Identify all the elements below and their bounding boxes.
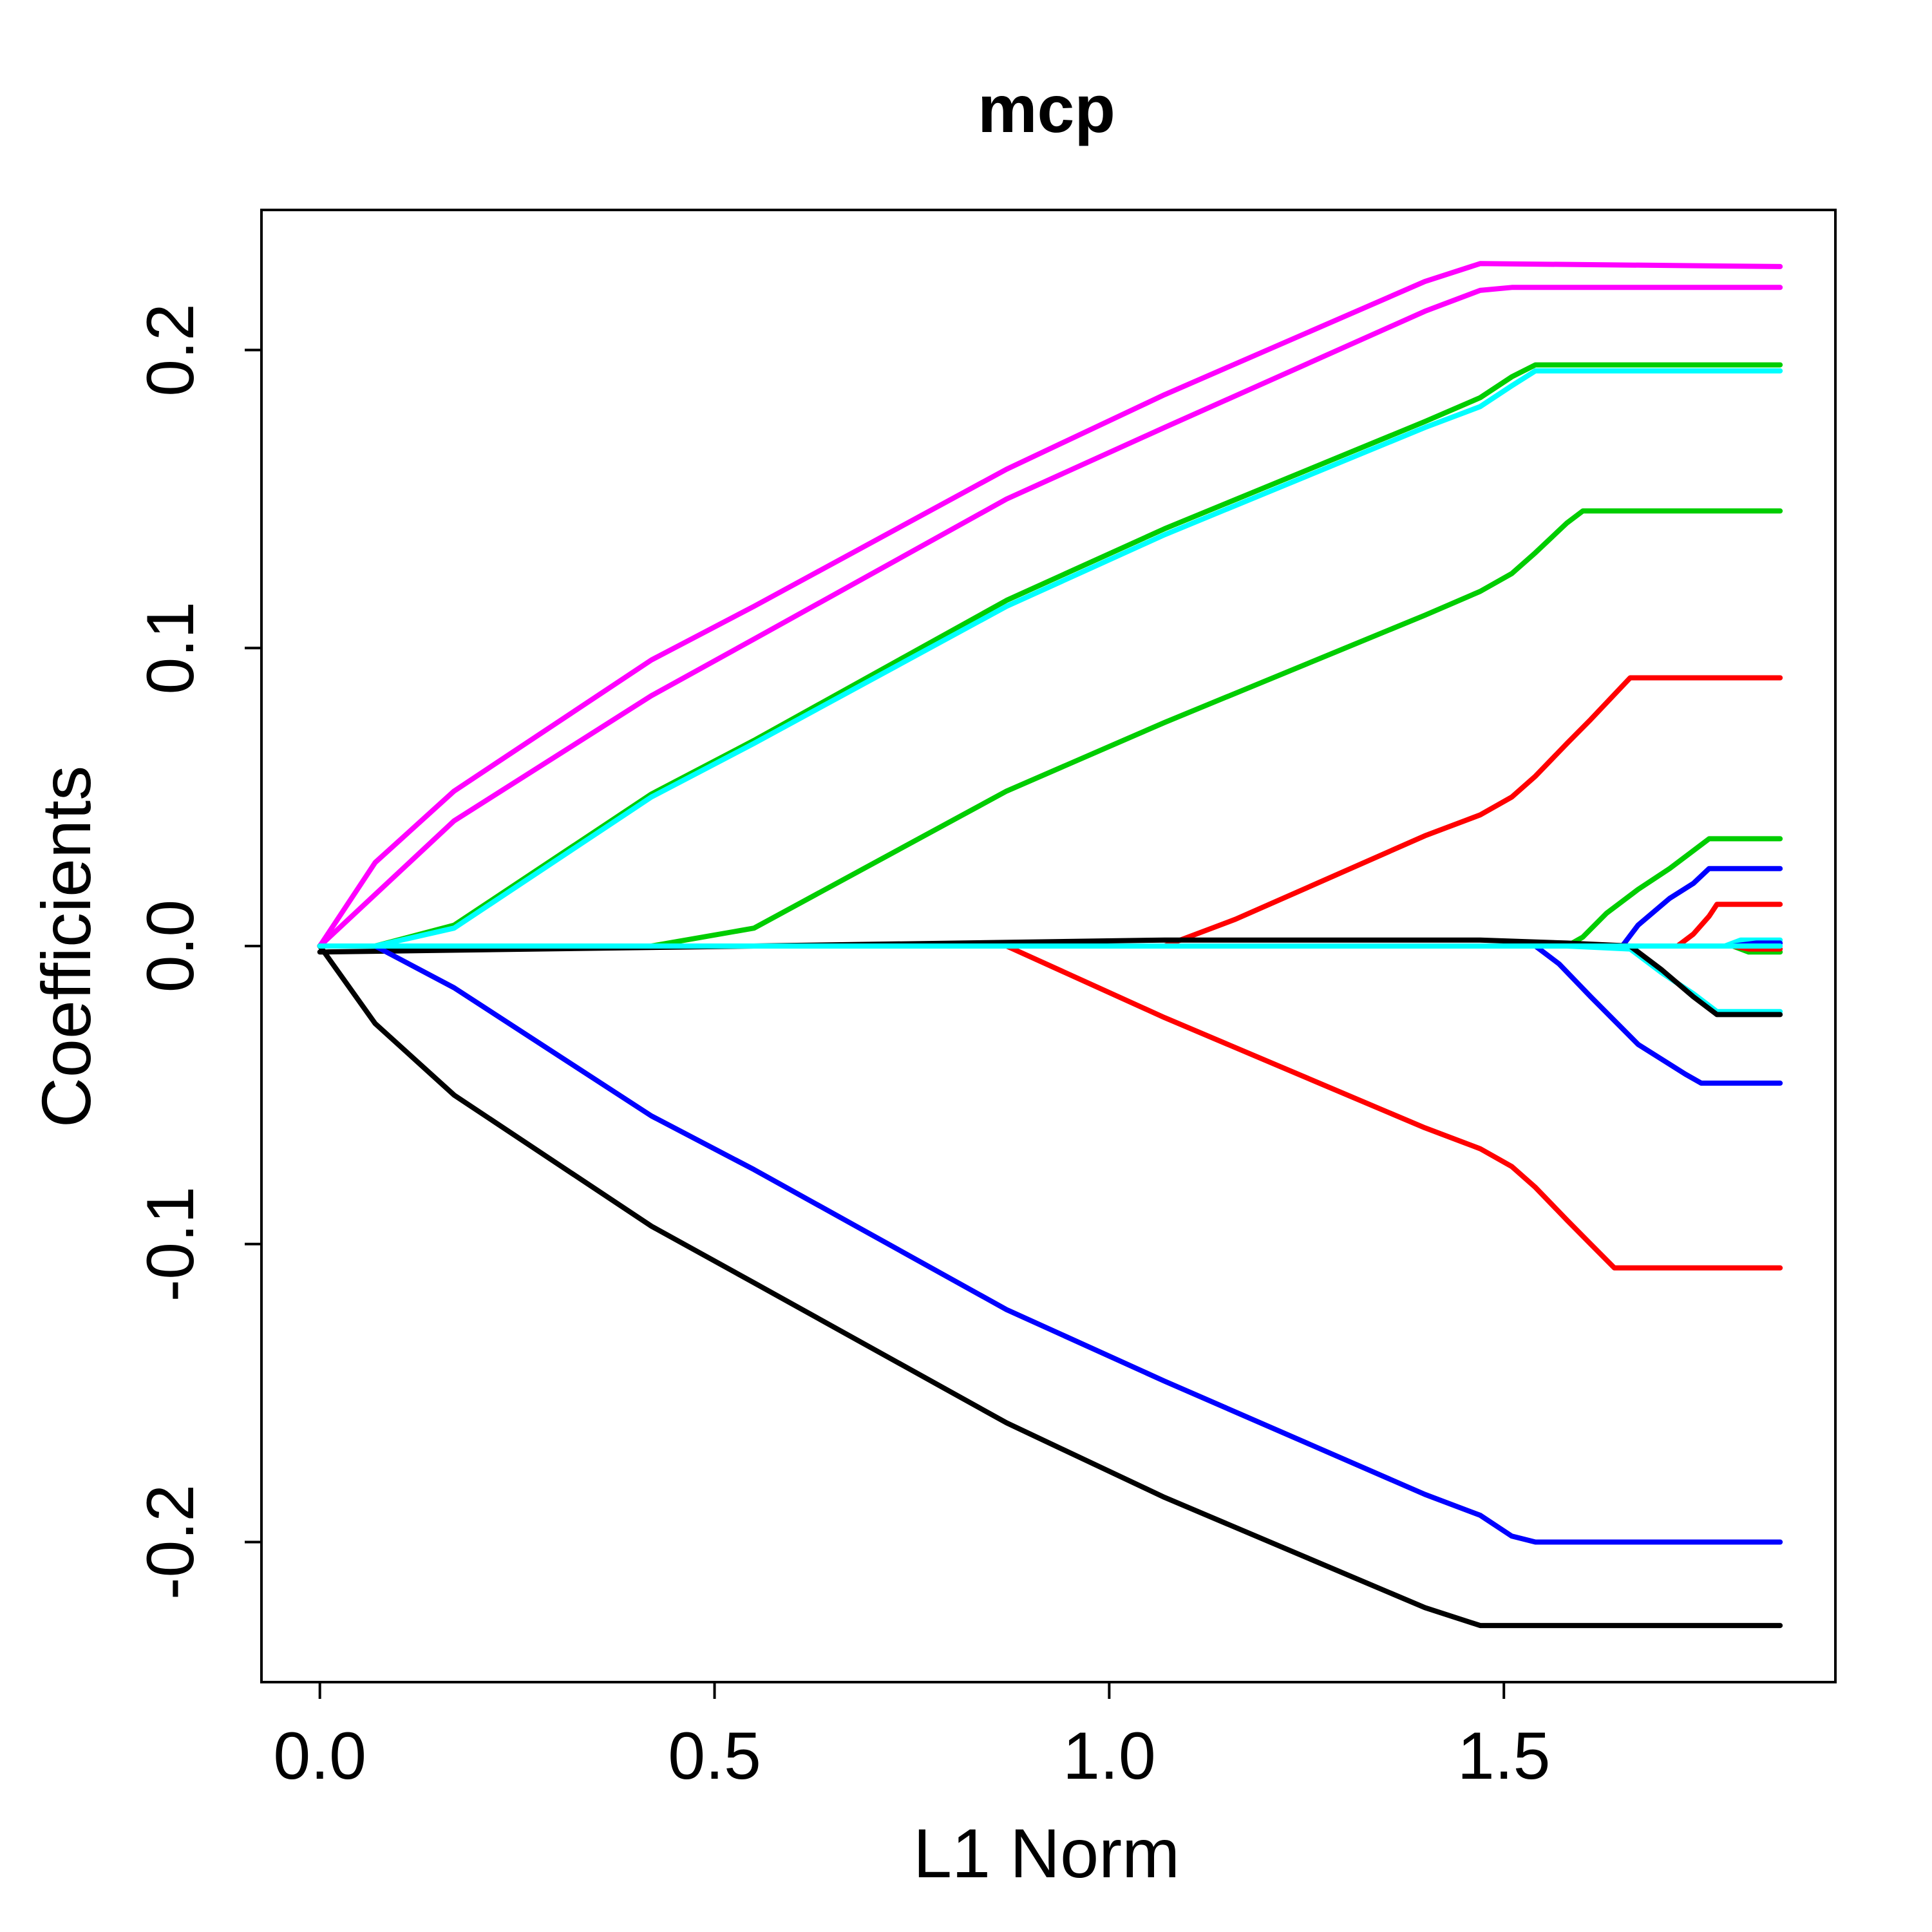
chart-title: mcp [978, 72, 1115, 147]
x-axis-label: L1 Norm [913, 1814, 1180, 1892]
coefficient-path-4 [317, 368, 1783, 949]
x-tick-label: 0.5 [668, 1719, 761, 1794]
coefficient-path-17 [317, 943, 1783, 1271]
series-layer [317, 261, 1783, 1629]
y-tick-label: 0.1 [133, 601, 208, 695]
y-tick-label: 0.2 [133, 303, 208, 397]
coefficient-path-15 [317, 937, 1783, 1018]
coefficient-path-5 [317, 508, 1783, 949]
coefficient-path-8 [317, 866, 1783, 949]
ticks-layer: 0.0 0.5 1.0 1.5 -0.2 -0.1 0.0 0.1 0.2 [133, 303, 1551, 1794]
x-tick-label: 1.0 [1063, 1719, 1156, 1794]
coefficient-path-16 [317, 943, 1783, 1086]
y-axis-label: Coefficients [27, 766, 105, 1128]
y-tick-label: 0.0 [133, 900, 208, 993]
coefficient-path-3 [317, 362, 1783, 949]
coefficient-path-1 [317, 261, 1783, 949]
y-tick-label: -0.2 [133, 1484, 208, 1600]
coefficient-path-6 [317, 675, 1783, 949]
y-tick-label: -0.1 [133, 1186, 208, 1302]
coefficient-path-2 [317, 285, 1783, 949]
coefficient-path-14 [317, 943, 1783, 1014]
x-tick-label: 0.0 [273, 1719, 366, 1794]
coefficient-path-18 [317, 943, 1783, 1545]
coefficient-path-7 [317, 836, 1783, 949]
plot-frame [260, 209, 1837, 1683]
x-tick-label: 1.5 [1457, 1719, 1551, 1794]
coefficient-path-19 [317, 943, 1783, 1629]
